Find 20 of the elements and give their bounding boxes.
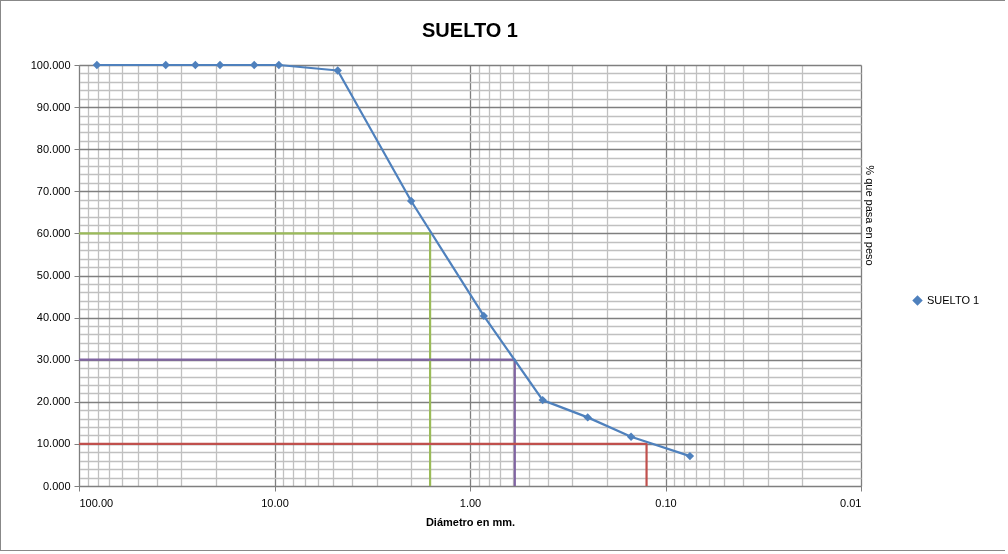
x-tick-label: 0.10 (655, 496, 677, 509)
y-tick-label: 90.000 (36, 100, 71, 113)
y-tick-label: 100.000 (30, 58, 71, 71)
y-tick-label: 0.000 (42, 479, 71, 492)
y-tick-label: 80.000 (36, 142, 71, 155)
legend-label: SUELTO 1 (927, 293, 980, 306)
chart-title: SUELTO 1 (422, 19, 518, 41)
x-tick-label: 1.00 (459, 496, 482, 509)
y-tick-label: 60.000 (36, 226, 71, 239)
x-tick-label: 100.00 (79, 496, 114, 509)
x-axis-title: Diámetro en mm. (425, 515, 516, 528)
y-tick-label: 70.000 (36, 184, 71, 197)
y-tick-label: 50.000 (36, 269, 71, 281)
x-tick-label: 10.00 (261, 496, 289, 509)
x-tick-label: 0.01 (840, 496, 862, 509)
y-tick-label: 30.000 (36, 353, 71, 366)
y-tick-label: 20.000 (36, 395, 71, 408)
y-tick-label: 40.000 (36, 311, 71, 324)
y-tick-label: 10.000 (36, 437, 71, 450)
y-axis-title: % que pasa en peso (863, 165, 876, 266)
